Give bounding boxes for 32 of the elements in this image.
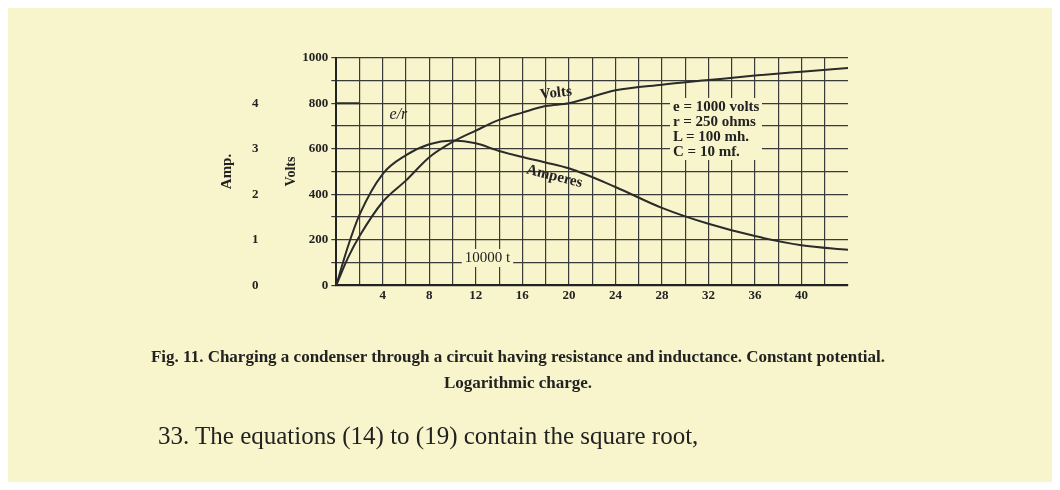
x-tick-label: 16 xyxy=(515,287,530,303)
annotation: L = 100 mh. xyxy=(673,128,751,144)
y-tick-label: 800 xyxy=(308,94,329,110)
y2-tick-label: 3 xyxy=(252,140,259,156)
text: Amperes xyxy=(525,160,585,191)
y-axis-title: Volts xyxy=(282,156,298,187)
x-axis-title: 10000 t xyxy=(464,248,512,265)
y2-tick-label: 2 xyxy=(252,185,259,201)
y2-axis-title: Amp. xyxy=(217,153,234,190)
x-tick-label: 28 xyxy=(655,287,669,303)
text: Volts xyxy=(538,82,573,102)
y2-tick-label: 0 xyxy=(252,276,259,292)
annotation: C = 10 mf. xyxy=(673,143,741,159)
x-tick-label: 8 xyxy=(426,287,434,303)
annotation: e = 1000 volts xyxy=(673,98,760,114)
y-tick-label: 1000 xyxy=(302,49,329,65)
y-tick-label: 0 xyxy=(321,276,329,292)
y-tick-label: 200 xyxy=(308,231,329,247)
x-tick-label: 36 xyxy=(748,287,762,303)
y-tick-label: 600 xyxy=(308,140,329,156)
x-tick-label: 4 xyxy=(379,287,387,303)
y2-tick-label: 4 xyxy=(252,94,259,110)
x-tick-label: 24 xyxy=(608,287,623,303)
caption: Fig. 11. Charging a condenser through a circuit having resistance and inductance. Constant potential. Logarithmic charge. xyxy=(149,346,887,394)
x-tick-label: 12 xyxy=(469,287,483,303)
y-tick-label: 400 xyxy=(308,185,329,201)
annotation: r = 250 ohms xyxy=(673,113,757,129)
x-tick-label: 32 xyxy=(701,287,715,303)
text: 33. The equations (14) to (19) contain the square root, xyxy=(158,422,699,450)
x-tick-label: 20 xyxy=(562,287,576,303)
y2-tick-label: 1 xyxy=(252,231,259,247)
x-tick-label: 40 xyxy=(794,287,808,303)
